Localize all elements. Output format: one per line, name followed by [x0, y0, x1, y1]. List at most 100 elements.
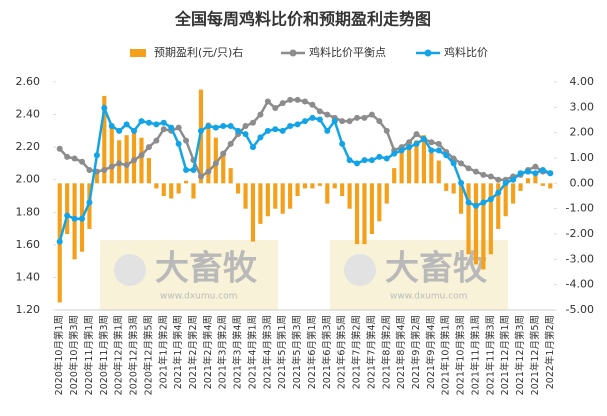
- x-tick-label: 2021年7月第2周: [351, 315, 363, 389]
- bar: [87, 183, 92, 229]
- x-tick-label: 2021年9月第4周: [425, 315, 437, 389]
- marker: [145, 119, 152, 126]
- x-tick-label: 2020年11月第3周: [98, 315, 110, 395]
- bar: [258, 183, 263, 224]
- bar: [399, 150, 404, 184]
- x-tick-label: 2021年1月第2周: [157, 315, 169, 389]
- x-tick-label: 2021年11月第1周: [469, 315, 481, 395]
- marker: [168, 124, 175, 131]
- marker: [131, 157, 138, 164]
- marker: [86, 166, 93, 173]
- bar: [533, 173, 538, 184]
- x-tick-label: 2021年5月第3周: [291, 315, 303, 389]
- marker: [495, 189, 502, 196]
- bar: [325, 183, 330, 204]
- marker: [316, 108, 323, 115]
- marker: [480, 199, 487, 206]
- marker: [212, 124, 219, 131]
- marker: [547, 170, 554, 177]
- y-tick-label: 2.00: [16, 173, 41, 186]
- y2-tick-label: 4.00: [570, 75, 595, 88]
- marker: [346, 118, 353, 125]
- bar: [548, 183, 553, 189]
- y2-tick-label: -1.00: [566, 202, 594, 215]
- x-tick-label: 2021年6月第3周: [321, 315, 333, 389]
- marker: [435, 140, 442, 147]
- x-tick-label: 2020年10月第1周: [53, 315, 65, 395]
- marker: [309, 114, 316, 121]
- marker: [465, 199, 472, 206]
- x-tick-label: 2021年5月第1周: [276, 315, 288, 389]
- marker: [472, 202, 479, 209]
- chart-title: 全国每周鸡料比价和预期盈利走势图: [174, 10, 431, 29]
- bar: [444, 183, 449, 191]
- marker: [264, 98, 271, 105]
- bar: [518, 183, 523, 191]
- marker: [435, 147, 442, 154]
- bar: [109, 127, 114, 184]
- bar: [421, 135, 427, 184]
- bar: [362, 183, 367, 245]
- x-tick-label: 2021年2月第2周: [187, 315, 199, 389]
- marker: [108, 122, 115, 129]
- marker: [64, 153, 71, 160]
- bar: [302, 183, 308, 189]
- marker: [413, 131, 420, 138]
- x-tick-label: 2021年4月第1周: [246, 315, 258, 389]
- marker: [93, 152, 100, 159]
- marker: [302, 98, 308, 105]
- bar: [265, 183, 270, 217]
- bar: [183, 180, 189, 184]
- marker: [56, 145, 63, 152]
- marker: [354, 114, 361, 121]
- bar: [206, 122, 211, 184]
- x-tick-label: 2020年10月第3周: [68, 315, 80, 395]
- marker: [123, 121, 130, 128]
- marker: [376, 118, 383, 125]
- marker: [272, 105, 279, 112]
- marker: [368, 157, 375, 164]
- y2-tick-label: -3.00: [566, 252, 594, 265]
- marker: [212, 160, 219, 167]
- marker: [220, 122, 227, 129]
- marker: [79, 215, 86, 222]
- x-tick-label: 2020年12月第3周: [128, 315, 140, 395]
- y-tick-label: 1.20: [16, 303, 41, 316]
- marker: [458, 160, 465, 167]
- marker: [160, 119, 167, 126]
- bar: [250, 183, 256, 242]
- marker: [79, 158, 86, 165]
- bar: [406, 145, 412, 184]
- bar: [377, 183, 382, 222]
- marker: [287, 96, 294, 103]
- marker: [406, 139, 413, 146]
- bar: [481, 183, 486, 270]
- watermark: 大畜牧: [155, 249, 258, 289]
- marker: [153, 121, 160, 128]
- bar: [459, 183, 464, 214]
- marker: [339, 140, 346, 147]
- marker: [324, 127, 331, 134]
- watermark-url: www.dxumu.com: [160, 292, 237, 302]
- marker: [131, 127, 138, 134]
- y2-tick-label: 3.00: [570, 100, 595, 113]
- marker: [428, 139, 435, 146]
- marker: [205, 168, 212, 175]
- legend-swatch: [130, 49, 146, 57]
- marker: [324, 111, 331, 118]
- watermark-logo: [114, 254, 146, 286]
- bar: [124, 135, 129, 184]
- marker: [294, 121, 301, 128]
- marker: [249, 119, 256, 126]
- y-tick-label: 2.20: [16, 140, 41, 153]
- marker: [302, 118, 308, 125]
- watermark-url: www.dxumu.com: [390, 292, 467, 302]
- x-tick-label: 2021年9月第2周: [410, 315, 422, 389]
- marker: [138, 152, 145, 159]
- bar: [488, 183, 493, 255]
- marker: [175, 124, 182, 131]
- marker: [368, 111, 375, 118]
- y-tick-label: 1.40: [16, 270, 41, 283]
- legend-label: 鸡料比价: [444, 45, 488, 59]
- marker: [183, 166, 190, 173]
